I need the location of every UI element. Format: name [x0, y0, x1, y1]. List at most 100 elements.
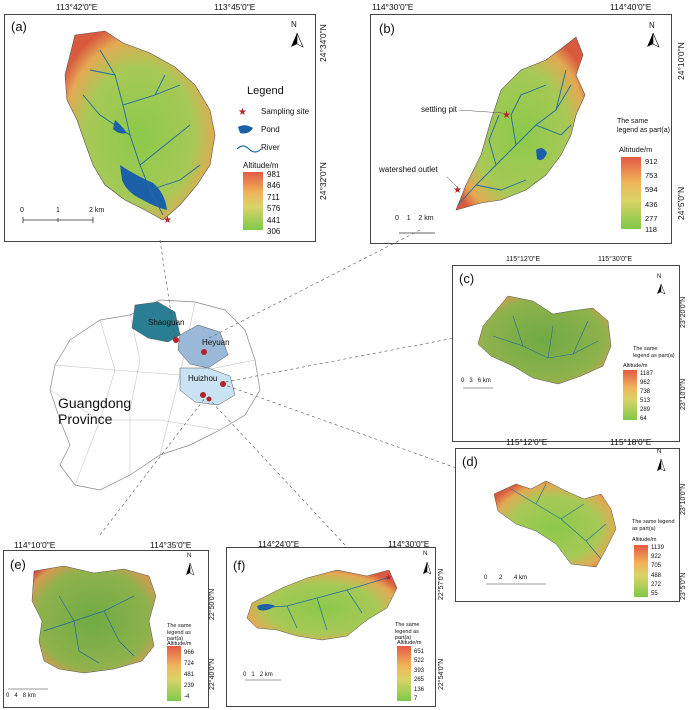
- coord-right-d2: 23°5'0"N: [680, 572, 687, 600]
- north-label: N: [649, 21, 655, 30]
- scale-labels: 0 3 6 km: [461, 378, 491, 384]
- legend-title: Legend: [247, 85, 284, 97]
- altitude-ticks: 651 522 393 265 136 7: [414, 649, 425, 703]
- coord-top-a2: 113°45'0"E: [214, 2, 256, 12]
- province-title-2: Province: [58, 411, 113, 427]
- province-title-1: Guangdong: [58, 395, 132, 411]
- outlet-marker: ★: [453, 185, 462, 196]
- coord-top-a1: 113°42'0"E: [56, 2, 98, 12]
- city-shaoguan: Shaoguan: [148, 318, 185, 327]
- altitude-ramp: [623, 370, 637, 420]
- altitude-ticks: 981 846 711 576 441 306: [267, 170, 281, 237]
- panel-e: (e) N The same legend as part(a) Altitud…: [3, 550, 209, 708]
- north-label: N: [657, 274, 662, 280]
- scale-labels: 0 2 4 km: [484, 575, 528, 581]
- panel-f: (f) ★ N The same legend as part(a) Altit…: [226, 547, 436, 707]
- watershed-map-b: ★ ★: [399, 32, 660, 234]
- city-heyuan: Heyuan: [202, 338, 230, 347]
- north-label: N: [291, 20, 297, 29]
- legend-note: The same legend as part(a): [395, 622, 420, 641]
- coord-top-c2: 115°30'0"E: [598, 256, 633, 263]
- coord-top-b1: 114°30'0"E: [372, 2, 414, 12]
- coord-right-d1: 23°10'0"N: [680, 483, 687, 515]
- legend-river-icon: [236, 145, 262, 153]
- altitude-title: Altitude/m: [619, 145, 653, 154]
- region-huizhou: [179, 367, 236, 406]
- altitude-ramp: [634, 545, 648, 597]
- watershed-map-f: ★: [245, 561, 432, 701]
- altitude-title: Altitude/m: [243, 161, 279, 170]
- panel-label: (d): [462, 454, 478, 469]
- altitude-ticks: 966 724 481 239 -4: [184, 650, 195, 700]
- scale-labels: 0 4 8 km: [6, 693, 36, 699]
- altitude-ramp: [397, 646, 411, 701]
- north-arrow-icon: [647, 32, 660, 48]
- settling-pit-marker: ★: [502, 110, 511, 121]
- panel-label: (c): [459, 271, 475, 286]
- watershed-map-c: [463, 283, 666, 420]
- coord-right-e2: 22°40'0"N: [209, 658, 216, 690]
- legend-item-sampling: Sampling site: [261, 107, 310, 116]
- panel-label: (f): [233, 558, 246, 573]
- watershed-map-e: [8, 562, 195, 701]
- coord-top-b2: 114°40'0"E: [610, 2, 652, 12]
- coord-top-d2: 115°18'0"E: [610, 437, 652, 447]
- region-heyuan: [177, 324, 229, 369]
- panel-d: (d) N The same legend as part(a) Altitud…: [455, 448, 680, 602]
- city-huizhou: Huizhou: [188, 374, 218, 383]
- altitude-ticks: 1187 962 738 513 289 64: [640, 371, 653, 422]
- scale-bar: [22, 217, 94, 223]
- legend-pond-icon: [238, 125, 253, 134]
- coord-right-f2: 22°54'0"N: [438, 658, 445, 690]
- coord-top-e2: 114°35'0"E: [150, 540, 192, 550]
- legend-item-river: River: [261, 143, 280, 152]
- legend-star-icon: ★: [238, 107, 247, 118]
- coord-right-c1: 23°20'0"N: [680, 296, 687, 328]
- panel-label: (e): [10, 557, 26, 572]
- coord-right-e1: 22°50'0"N: [209, 588, 216, 620]
- panel-b: (b) ★ ★ N settling pit watershed outlet …: [370, 14, 672, 244]
- watershed-map-d: [486, 458, 666, 597]
- province-outline: [49, 299, 261, 491]
- altitude-ticks: 1139 922 705 488 272 55: [651, 545, 664, 598]
- legend-note: The same legend as part(a): [633, 346, 675, 359]
- watershed-map-a: ★ ★: [22, 30, 304, 230]
- altitude-ticks: 912 753 594 436 277: [645, 157, 658, 223]
- sampling-site-marker: ★: [385, 573, 392, 582]
- north-arrow-icon: [186, 562, 195, 576]
- legend-note: The same legend as part(a): [167, 623, 192, 642]
- north-label: N: [657, 449, 662, 455]
- panel-a: (a) ★ ★ N Legend: [4, 14, 316, 242]
- legend-note: The same legend as part(a): [632, 519, 675, 532]
- sampling-site-marker: ★: [163, 215, 172, 226]
- legend-item-pond: Pond: [261, 125, 280, 134]
- north-arrow-icon: [657, 458, 666, 472]
- panel-c: (c) N The same legend as part(a) Altitud…: [452, 265, 680, 442]
- altitude-title: Altitude/m: [167, 641, 192, 647]
- altitude-tick-min: 118: [645, 225, 657, 234]
- province-map: Shaoguan Heyuan Huizhou Guangdong Provin…: [30, 280, 290, 510]
- coord-top-f2: 114°30'0"E: [388, 539, 430, 549]
- north-arrow-icon: [291, 32, 304, 48]
- panel-label: (a): [11, 19, 27, 34]
- north-label: N: [423, 551, 428, 557]
- scale-label-1: 1: [56, 207, 60, 214]
- coord-top-d1: 115°12'0"E: [506, 437, 548, 447]
- coord-right-f1: 22°57'0"N: [438, 568, 445, 600]
- scale-label-2: 2 km: [89, 207, 105, 214]
- north-arrow-icon: [423, 561, 432, 575]
- altitude-title: Altitude/m: [623, 363, 648, 369]
- altitude-title: Altitude/m: [632, 537, 657, 543]
- north-label: N: [187, 553, 192, 559]
- legend-note: The same legend as part(a): [617, 118, 670, 134]
- altitude-title: Altitude/m: [397, 640, 422, 646]
- altitude-ramp: [243, 172, 263, 230]
- annotation-settling-pit: settling pit: [421, 105, 458, 114]
- scale-labels: 0 1 2 km: [243, 672, 273, 678]
- north-arrow-icon: [657, 283, 666, 295]
- coord-right-c2: 23°10'0"N: [680, 378, 687, 410]
- panel-label: (b): [379, 21, 395, 36]
- scale-label-0: 0: [20, 207, 24, 214]
- altitude-ramp: [621, 157, 641, 229]
